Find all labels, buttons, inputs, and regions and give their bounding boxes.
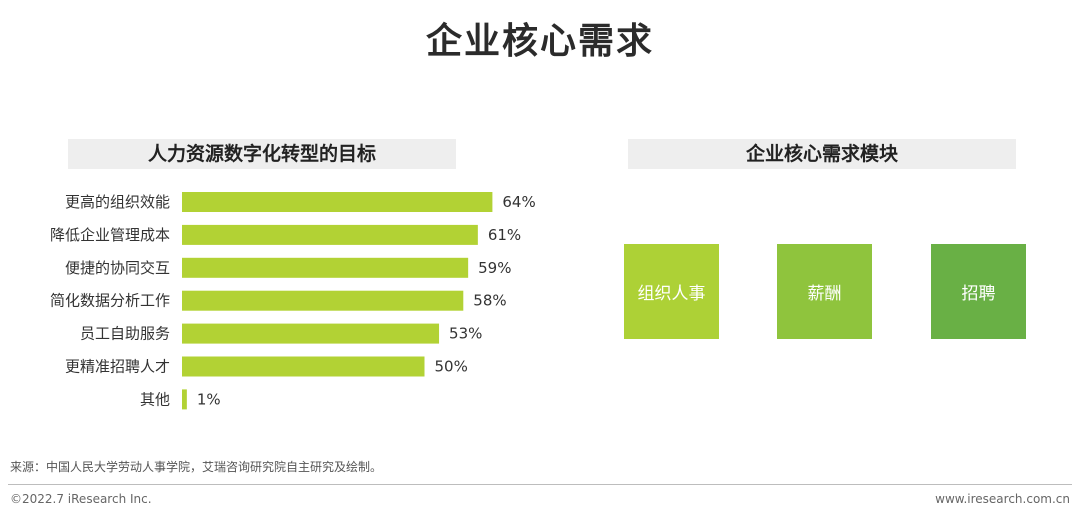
goals-section-header: 人力资源数字化转型的目标 bbox=[68, 139, 456, 169]
modules-section-header: 企业核心需求模块 bbox=[628, 139, 1016, 169]
footer-divider bbox=[8, 484, 1072, 485]
module-org-personnel: 组织人事 bbox=[624, 244, 719, 339]
website-link[interactable]: www.iresearch.com.cn bbox=[935, 492, 1070, 506]
bar bbox=[182, 290, 464, 311]
module-label: 薪酬 bbox=[807, 284, 842, 304]
value-label: 59% bbox=[478, 259, 511, 277]
category-label: 简化数据分析工作 bbox=[50, 292, 170, 310]
value-label: 61% bbox=[488, 226, 521, 244]
value-label: 50% bbox=[435, 358, 468, 376]
page-title: 企业核心需求 bbox=[425, 21, 654, 62]
copyright-text: ©2022.7 iResearch Inc. bbox=[10, 492, 152, 506]
category-label: 更高的组织效能 bbox=[65, 193, 170, 211]
module-recruitment: 招聘 bbox=[931, 244, 1026, 339]
module-label: 招聘 bbox=[961, 284, 996, 304]
value-label: 64% bbox=[502, 193, 535, 211]
value-label: 58% bbox=[473, 292, 506, 310]
bar bbox=[182, 323, 440, 344]
category-label: 降低企业管理成本 bbox=[50, 226, 170, 244]
module-label: 组织人事 bbox=[637, 284, 706, 304]
category-label: 其他 bbox=[140, 390, 170, 408]
bar bbox=[182, 356, 425, 377]
value-label: 53% bbox=[449, 325, 482, 343]
category-label: 员工自助服务 bbox=[80, 325, 170, 343]
value-label: 1% bbox=[197, 390, 221, 408]
source-note: 来源：中国人民大学劳动人事学院，艾瑞咨询研究院自主研究及绘制。 bbox=[10, 460, 383, 474]
module-compensation: 薪酬 bbox=[777, 244, 872, 339]
goals-bar-chart: 更高的组织效能 64% 降低企业管理成本 61% 便捷的协同交互 59% 简化数据分析工作 5… bbox=[50, 192, 536, 410]
bar bbox=[182, 257, 469, 278]
category-label: 便捷的协同交互 bbox=[65, 259, 170, 277]
bar bbox=[182, 224, 478, 245]
bar bbox=[182, 389, 187, 410]
category-label: 更精准招聘人才 bbox=[65, 358, 170, 376]
bar bbox=[182, 192, 493, 212]
